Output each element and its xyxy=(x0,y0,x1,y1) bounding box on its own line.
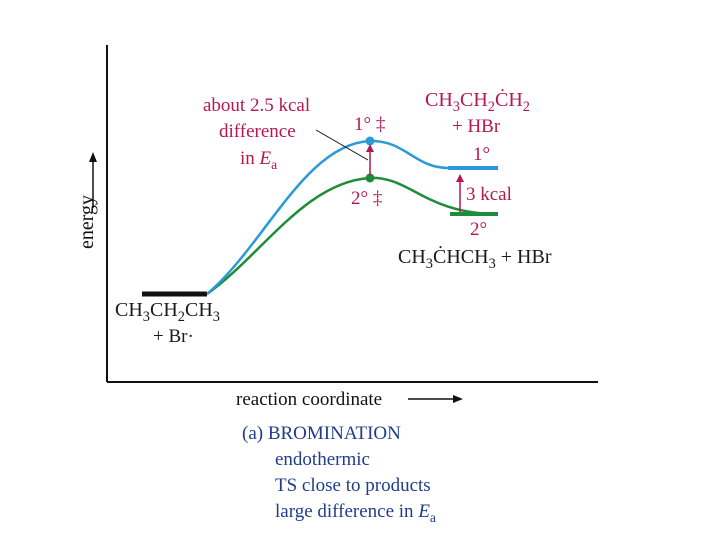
x-axis-label: reaction coordinate xyxy=(236,389,383,410)
difference-leader xyxy=(315,129,369,161)
reactant-line2: + Br· xyxy=(153,326,194,347)
primary-product-label: 1° xyxy=(473,144,491,165)
difference-annotation-line1: about 2.5 kcal xyxy=(203,95,311,116)
secondary-product-label: 2° xyxy=(470,219,488,240)
y-axis-label: energy xyxy=(76,194,99,250)
secondary-ts-dot xyxy=(365,173,375,183)
caption-line1: endothermic xyxy=(275,449,370,470)
y-label-arrowhead xyxy=(89,152,97,162)
primary-ts-dot xyxy=(365,136,375,146)
secondary-product-formula: CH3ĊHCH3 + HBr xyxy=(398,246,552,273)
caption-line2: TS close to products xyxy=(275,475,431,496)
product-gap-label: 3 kcal xyxy=(466,184,512,205)
ts-secondary-label: 2° ‡ xyxy=(351,188,383,209)
difference-annotation-line2: difference xyxy=(219,121,296,142)
ts-difference-arrowhead xyxy=(366,144,374,152)
primary-product-formula: CH3CH2ĊH2 xyxy=(425,89,530,116)
ts-primary-label: 1° ‡ xyxy=(354,114,386,135)
reactant-formula: CH3CH2CH3 xyxy=(115,299,220,326)
caption-title: (a) BROMINATION xyxy=(242,423,401,444)
caption-line3: large difference in Ea xyxy=(275,501,436,525)
difference-annotation-line3: in Ea xyxy=(240,148,278,172)
x-label-arrowhead xyxy=(453,395,463,403)
product-gap-arrowhead xyxy=(456,174,464,182)
primary-product-line2: + HBr xyxy=(452,116,501,137)
primary-curve xyxy=(206,139,498,295)
